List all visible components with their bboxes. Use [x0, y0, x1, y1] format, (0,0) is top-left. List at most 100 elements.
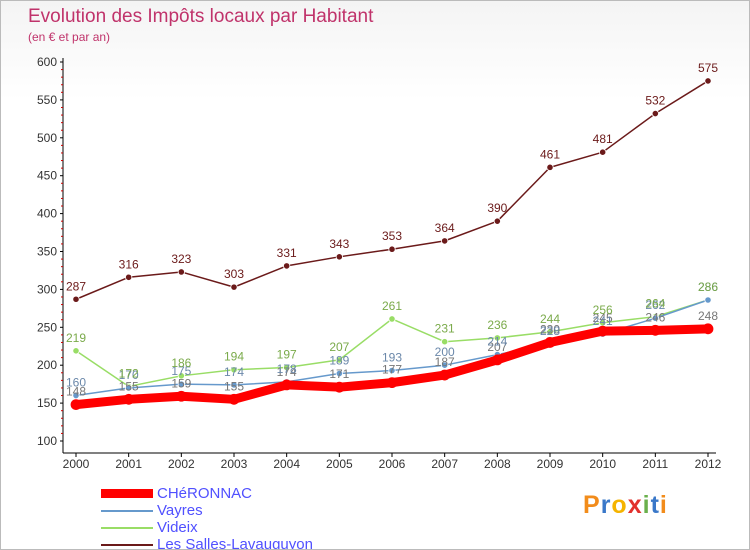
data-label: 186	[171, 356, 191, 370]
data-point	[175, 390, 187, 402]
series-line	[75, 80, 709, 301]
data-point	[386, 377, 398, 389]
data-point	[441, 338, 449, 346]
data-label: 241	[593, 314, 613, 328]
data-label: 170	[119, 368, 139, 382]
legend-item-les-salles-lavauguyon: Les Salles-Lavauguyon	[101, 536, 313, 550]
x-tick-label: 2007	[431, 457, 458, 471]
data-label: 343	[329, 237, 349, 251]
x-tick-label: 2005	[326, 457, 353, 471]
data-label: 174	[224, 365, 244, 379]
data-label: 286	[698, 280, 718, 294]
data-point	[599, 148, 607, 156]
data-label: 303	[224, 267, 244, 281]
data-point	[72, 295, 80, 303]
data-label: 219	[66, 331, 86, 345]
data-label: 353	[382, 229, 402, 243]
legend-swatch-vayres	[101, 509, 153, 512]
legend-label-les-salles-lavauguyon: Les Salles-Lavauguyon	[157, 536, 313, 550]
data-label: 244	[540, 312, 560, 326]
data-point	[177, 268, 185, 276]
legend-item-cheronnac: CHéRONNAC	[101, 485, 313, 502]
data-point	[493, 334, 501, 342]
data-point	[704, 296, 712, 304]
data-label: 316	[119, 257, 139, 271]
data-label: 236	[487, 318, 507, 332]
data-point	[546, 163, 554, 171]
data-point	[388, 366, 396, 375]
legend-label-vayres: Vayres	[157, 502, 203, 519]
y-tick-label: 150	[37, 396, 57, 410]
data-point	[228, 393, 240, 405]
legend-label-cheronnac: CHéRONNAC	[157, 485, 253, 502]
data-point	[544, 337, 556, 348]
data-point	[125, 384, 133, 392]
x-tick-label: 2003	[221, 457, 248, 471]
chart-title: Evolution des Impôts locaux par Habitant	[28, 6, 374, 27]
data-point	[177, 380, 185, 388]
data-point	[283, 262, 291, 270]
logo-letter: x	[627, 491, 643, 519]
legend-label-videix: Videix	[157, 519, 198, 536]
data-label: 364	[435, 221, 455, 235]
data-point	[335, 369, 343, 378]
x-tick-label: 2009	[537, 457, 564, 471]
y-tick-label: 500	[37, 131, 57, 145]
data-label: 287	[66, 279, 86, 293]
data-point	[230, 381, 238, 389]
data-point	[439, 369, 451, 381]
logo-letter: P	[583, 491, 601, 519]
data-label: 262	[645, 298, 665, 312]
data-label: 323	[171, 252, 191, 266]
logo-letter: t	[650, 491, 660, 519]
legend-swatch-cheronnac	[101, 489, 153, 498]
data-point	[702, 323, 714, 335]
x-tick-label: 2000	[63, 457, 90, 471]
data-point	[335, 356, 343, 364]
data-point	[123, 393, 135, 405]
y-tick-label: 550	[37, 93, 57, 107]
data-label: 160	[66, 376, 86, 390]
logo-letter: i	[642, 491, 651, 519]
data-label: 193	[382, 351, 402, 365]
data-label: 230	[540, 322, 560, 336]
data-label: 532	[645, 94, 665, 108]
data-label: 231	[435, 322, 455, 336]
data-label: 194	[224, 350, 244, 364]
data-label: 264	[645, 297, 665, 311]
data-label: 331	[277, 246, 297, 260]
chart-subtitle: (en € et par an)	[28, 30, 111, 44]
y-tick-label: 300	[37, 282, 57, 296]
x-tick-label: 2006	[379, 457, 406, 471]
y-tick-label: 350	[37, 245, 57, 259]
data-point	[72, 391, 80, 400]
data-point	[335, 253, 343, 261]
data-label: 178	[277, 362, 297, 376]
x-tick-label: 2011	[642, 457, 668, 471]
data-label: 261	[382, 299, 402, 313]
x-tick-label: 2012	[695, 457, 722, 471]
data-point	[125, 273, 133, 281]
data-label: 187	[435, 355, 455, 369]
data-point	[493, 217, 501, 225]
legend-item-vayres: Vayres	[101, 502, 313, 519]
logo-letter: r	[600, 491, 612, 519]
x-tick-label: 2008	[484, 457, 511, 471]
data-point	[441, 361, 449, 369]
data-label: 155	[224, 379, 244, 393]
data-label: 390	[487, 201, 507, 215]
x-tick-label: 2004	[273, 457, 300, 471]
data-point	[491, 354, 503, 366]
data-label: 148	[66, 385, 86, 399]
data-label: 207	[329, 340, 349, 354]
data-label: 171	[329, 367, 349, 381]
y-tick-label: 450	[37, 169, 57, 183]
data-label: 197	[277, 347, 297, 361]
y-tick-label: 600	[37, 55, 57, 69]
data-point	[333, 381, 345, 393]
data-label: 177	[382, 363, 402, 377]
data-label: 214	[487, 335, 507, 349]
data-label: 175	[171, 364, 191, 378]
